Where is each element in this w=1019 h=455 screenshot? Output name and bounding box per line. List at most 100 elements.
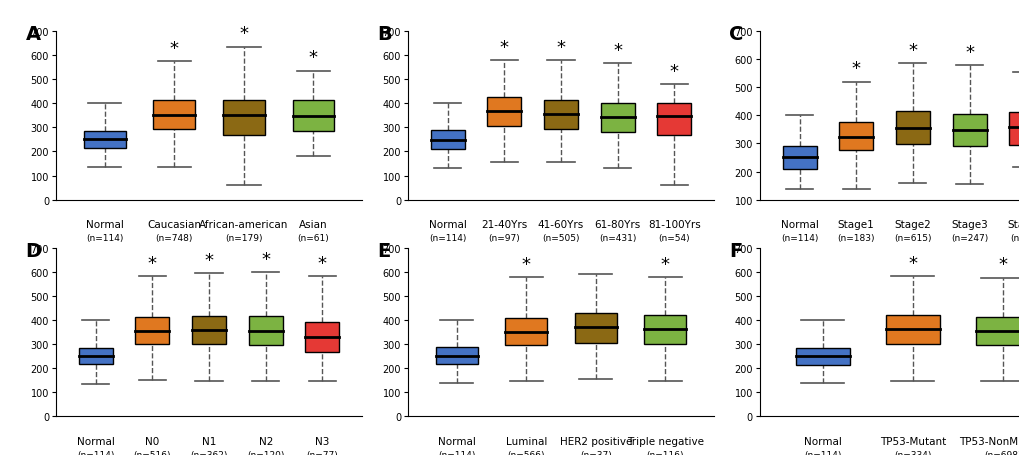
Text: (n=114): (n=114) [77,450,114,455]
Bar [600,104,634,133]
Text: (n=516): (n=516) [133,450,171,455]
Text: African-american: African-american [199,220,288,230]
Text: *: * [908,255,916,273]
Bar [575,313,616,343]
Text: (n=77): (n=77) [307,450,338,455]
Text: (n=54): (n=54) [658,233,690,243]
Bar [430,131,465,150]
Text: (n=97): (n=97) [488,233,520,243]
Text: *: * [521,255,530,273]
Text: (n=61): (n=61) [298,233,329,243]
Text: TP53-NonMutant: TP53-NonMutant [959,436,1019,446]
Bar [192,317,226,344]
Text: *: * [148,255,157,273]
Text: *: * [239,25,249,43]
Text: E: E [377,241,390,260]
Bar [952,115,985,147]
Bar [223,101,265,135]
Text: D: D [25,241,42,260]
Text: Normal: Normal [428,220,466,230]
Text: 41-60Yrs: 41-60Yrs [537,220,584,230]
Text: Normal: Normal [780,220,817,230]
Text: (n=247): (n=247) [950,233,987,243]
Text: (n=114): (n=114) [781,233,817,243]
Text: B: B [377,25,391,44]
Text: Stage1: Stage1 [837,220,873,230]
Bar [84,131,125,148]
Text: *: * [261,250,270,268]
Text: TP53-Mutant: TP53-Mutant [879,436,945,446]
Bar [153,101,195,129]
Text: (n=114): (n=114) [803,450,841,455]
Bar [292,101,334,131]
Text: N1: N1 [202,436,216,446]
Text: *: * [499,39,508,57]
Text: *: * [660,255,669,273]
Text: Stage4: Stage4 [1007,220,1019,230]
Bar [543,101,578,129]
Text: (n=505): (n=505) [542,233,579,243]
Text: Normal: Normal [803,436,841,446]
Text: (n=566): (n=566) [507,450,544,455]
Text: Normal: Normal [86,220,123,230]
Text: Triple negative: Triple negative [627,436,703,446]
Text: (n=615): (n=615) [894,233,930,243]
Bar [895,112,929,145]
Text: N2: N2 [259,436,273,446]
Text: (n=120): (n=120) [247,450,284,455]
Bar [886,316,938,344]
Bar [249,317,282,345]
Text: (n=37): (n=37) [580,450,611,455]
Text: (n=114): (n=114) [437,450,475,455]
Bar [644,316,686,344]
Text: (n=698): (n=698) [983,450,1019,455]
Text: (n=183): (n=183) [837,233,874,243]
Text: Caucasian: Caucasian [147,220,201,230]
Text: *: * [612,41,622,60]
Text: F: F [729,241,742,260]
Text: Normal: Normal [76,436,114,446]
Text: *: * [205,251,213,269]
Bar [435,347,477,364]
Text: *: * [964,44,973,62]
Bar [1008,113,1019,146]
Text: Asian: Asian [299,220,327,230]
Text: Luminal: Luminal [505,436,546,446]
Bar [656,104,691,135]
Text: N0: N0 [145,436,159,446]
Bar [487,98,521,127]
Bar [305,323,339,353]
Text: (n=334): (n=334) [894,450,930,455]
Text: 21-40Yrs: 21-40Yrs [481,220,527,230]
Text: HER2 positive: HER2 positive [559,436,632,446]
Text: (n=748): (n=748) [156,233,193,243]
Text: Stage3: Stage3 [951,220,987,230]
Bar [78,348,113,364]
Text: *: * [309,49,318,67]
Text: 61-80Yrs: 61-80Yrs [594,220,640,230]
Bar [975,317,1019,345]
Bar [782,147,816,169]
Bar [839,123,872,151]
Text: (n=431): (n=431) [598,233,636,243]
Text: Normal: Normal [437,436,475,446]
Text: (n=20): (n=20) [1010,233,1019,243]
Text: *: * [851,60,860,78]
Text: N3: N3 [315,436,329,446]
Text: 81-100Yrs: 81-100Yrs [647,220,700,230]
Text: (n=114): (n=114) [429,233,466,243]
Text: *: * [169,40,178,58]
Bar [795,348,849,365]
Text: *: * [669,63,679,81]
Text: *: * [908,42,916,60]
Text: (n=116): (n=116) [646,450,684,455]
Bar [136,318,169,344]
Text: *: * [556,39,565,57]
Text: *: * [318,255,327,273]
Text: (n=114): (n=114) [86,233,123,243]
Text: (n=179): (n=179) [225,233,262,243]
Text: C: C [729,25,743,44]
Text: *: * [998,256,1007,274]
Bar [504,318,546,345]
Text: A: A [25,25,41,44]
